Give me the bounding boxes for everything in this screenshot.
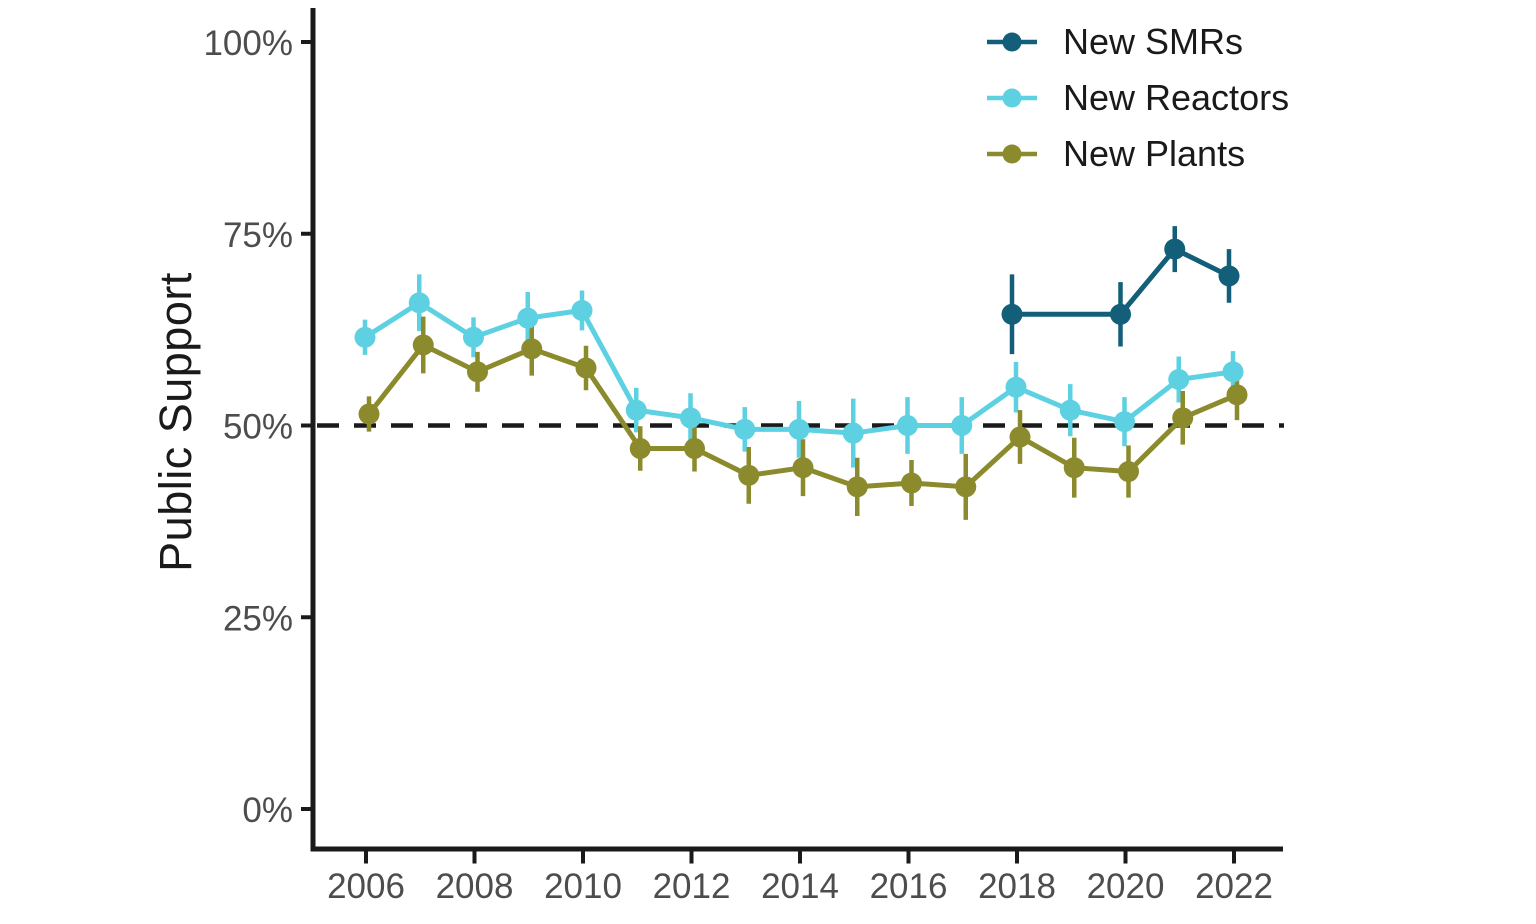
data-point bbox=[1226, 384, 1248, 406]
x-tick-label: 2020 bbox=[1087, 867, 1165, 906]
legend-item-new-plants: New Plants bbox=[986, 126, 1289, 182]
error-bars-new-smrs bbox=[1009, 226, 1232, 355]
x-tick-label: 2008 bbox=[436, 867, 514, 906]
data-point bbox=[792, 457, 814, 479]
data-point bbox=[1009, 426, 1031, 448]
legend-key-icon bbox=[987, 88, 1037, 108]
data-point bbox=[463, 326, 484, 348]
data-point bbox=[1118, 461, 1139, 483]
data-point bbox=[629, 438, 651, 460]
data-point bbox=[951, 415, 973, 436]
data-point bbox=[842, 422, 864, 444]
legend-key-dot bbox=[1002, 88, 1022, 108]
data-point bbox=[354, 326, 376, 348]
points-new-reactors bbox=[354, 292, 1244, 444]
data-point bbox=[1172, 407, 1194, 429]
data-point bbox=[897, 415, 918, 436]
data-point bbox=[1164, 238, 1186, 260]
legend-key-dot bbox=[1002, 32, 1022, 52]
data-point bbox=[1005, 376, 1027, 398]
data-point bbox=[684, 438, 705, 460]
y-tick-label: 0% bbox=[242, 791, 293, 830]
x-tick-label: 2022 bbox=[1195, 867, 1273, 906]
legend-key-icon bbox=[987, 144, 1037, 164]
x-tick-label: 2016 bbox=[870, 867, 948, 906]
line-new-smrs bbox=[1012, 245, 1231, 317]
data-point bbox=[517, 307, 539, 329]
data-point bbox=[788, 418, 810, 440]
data-point bbox=[680, 407, 701, 429]
legend-label: New Reactors bbox=[1063, 77, 1290, 118]
data-point bbox=[571, 299, 593, 321]
y-tick-label: 25% bbox=[223, 599, 293, 638]
data-point bbox=[1001, 303, 1023, 325]
legend-key-dot bbox=[1002, 144, 1022, 164]
data-point bbox=[1059, 399, 1081, 421]
data-point bbox=[1222, 361, 1244, 383]
x-tick-label: 2018 bbox=[978, 867, 1056, 906]
data-point bbox=[521, 338, 543, 360]
data-point bbox=[955, 476, 977, 498]
x-tick-label: 2012 bbox=[653, 867, 731, 906]
data-point bbox=[412, 334, 434, 356]
y-axis-title: Public Support bbox=[150, 272, 201, 572]
data-point bbox=[575, 357, 597, 379]
legend-label: New SMRs bbox=[1063, 21, 1244, 62]
data-point bbox=[1114, 411, 1135, 433]
data-point bbox=[846, 476, 868, 498]
y-tick-label: 50% bbox=[223, 408, 293, 447]
y-tick-label: 75% bbox=[223, 216, 293, 255]
x-tick-label: 2014 bbox=[761, 867, 839, 906]
data-point bbox=[1063, 457, 1085, 479]
legend-item-new-reactors: New Reactors bbox=[986, 70, 1289, 126]
data-point bbox=[734, 418, 756, 440]
x-tick-label: 2010 bbox=[544, 867, 622, 906]
data-point bbox=[625, 399, 647, 421]
points-new-plants bbox=[358, 334, 1248, 498]
data-point bbox=[1168, 368, 1190, 390]
legend-key-icon bbox=[987, 32, 1037, 52]
x-tick-label: 2006 bbox=[327, 867, 405, 906]
data-point bbox=[1110, 303, 1131, 325]
data-point bbox=[738, 464, 760, 486]
data-point bbox=[1218, 265, 1240, 287]
points-new-smrs bbox=[1001, 238, 1240, 325]
legend: New SMRs New Reactors New Plants bbox=[986, 14, 1289, 182]
data-point bbox=[901, 472, 922, 494]
legend-label: New Plants bbox=[1063, 133, 1246, 174]
y-tick-label: 100% bbox=[203, 24, 293, 63]
legend-item-new-smrs: New SMRs bbox=[986, 14, 1289, 70]
data-point bbox=[358, 403, 380, 425]
data-point bbox=[408, 292, 430, 314]
data-point bbox=[467, 361, 488, 383]
